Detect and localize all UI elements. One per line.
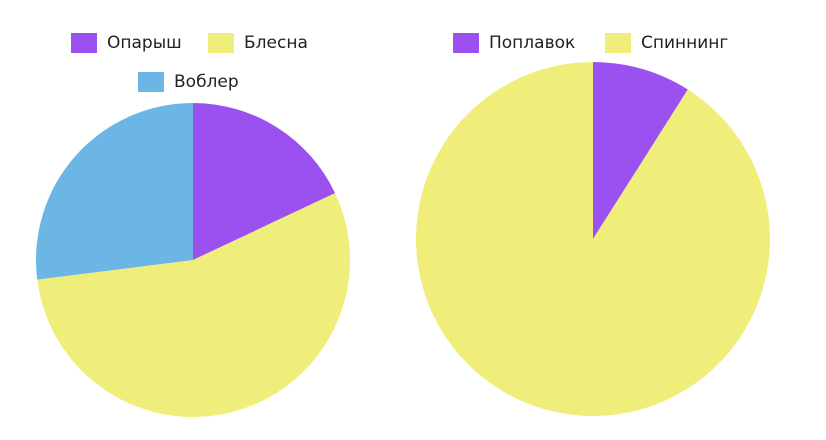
legend-label-spinning: Спиннинг (641, 33, 729, 53)
pie-right-svg (416, 62, 771, 416)
pie-slice-0-0[interactable] (193, 103, 336, 260)
pie-slice-1-0[interactable] (593, 62, 688, 239)
legend-item-spinning[interactable]: Спиннинг (605, 32, 728, 54)
pie-chart-left: Опарыш Блесна Воблер (0, 0, 400, 440)
pie-chart-right: Поплавок Спиннинг (400, 0, 826, 440)
legend-item-oparysh[interactable]: Опарыш (71, 32, 182, 54)
legend-swatch-blesna (208, 33, 234, 53)
legend-item-blesna[interactable]: Блесна (208, 32, 308, 54)
legend-label-poplavok: Поплавок (489, 33, 576, 53)
legend-swatch-vobler (138, 72, 164, 92)
legend-label-oparysh: Опарыш (107, 33, 182, 53)
legend-swatch-poplavok (453, 33, 479, 53)
pie-slice-1-1[interactable] (416, 62, 771, 416)
legend-swatch-spinning (605, 33, 631, 53)
legend-swatch-oparysh (71, 33, 97, 53)
legend-item-vobler[interactable]: Воблер (138, 71, 239, 93)
legend-item-poplavok[interactable]: Поплавок (453, 32, 575, 54)
pie-left-svg (36, 103, 351, 417)
legend-label-vobler: Воблер (174, 72, 239, 92)
legend-label-blesna: Блесна (244, 33, 308, 53)
pie-slice-0-1[interactable] (37, 193, 351, 417)
pie-slice-0-2[interactable] (36, 103, 193, 280)
